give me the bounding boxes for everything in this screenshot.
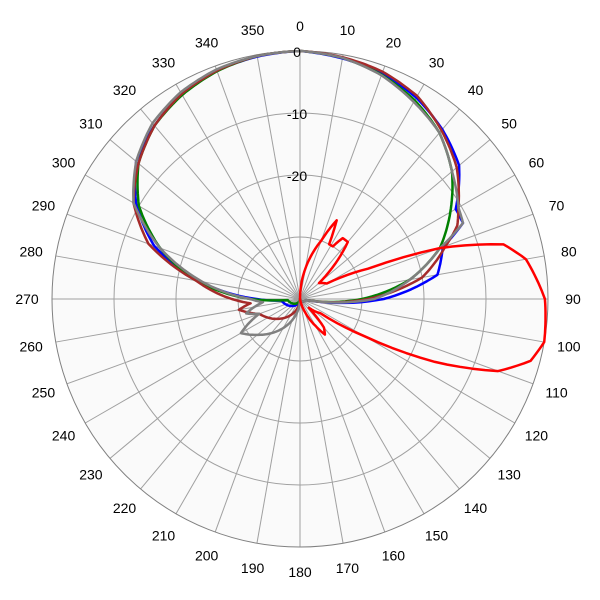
- angle-tick-label: 310: [79, 116, 103, 132]
- angle-tick-label: 90: [565, 291, 581, 307]
- angle-tick-label: 60: [529, 155, 545, 171]
- angle-tick-label: 10: [340, 22, 356, 38]
- angle-tick-label: 40: [468, 82, 484, 98]
- ring-label: -10: [287, 106, 307, 122]
- angle-tick-label: 340: [195, 34, 219, 50]
- angle-tick-label: 330: [152, 55, 176, 71]
- angle-tick-label: 50: [501, 116, 517, 132]
- angle-tick-label: 100: [557, 338, 581, 354]
- angle-tick-label: 150: [425, 527, 449, 543]
- angle-tick-label: 250: [32, 384, 56, 400]
- angle-tick-label: 20: [386, 34, 402, 50]
- angle-tick-label: 320: [113, 82, 137, 98]
- angle-tick-label: 240: [52, 428, 76, 444]
- labels: 0 -10 -20 0 10 20 30 40 50 60 70 80 90 100 110 120 130 14…: [15, 18, 581, 580]
- angle-tick-label: 30: [429, 55, 445, 71]
- angle-tick-label: 300: [52, 155, 76, 171]
- angle-tick-label: 210: [152, 527, 176, 543]
- ring-label: 0: [293, 44, 301, 60]
- angle-tick-label: 70: [549, 198, 565, 214]
- angle-tick-label: 190: [241, 560, 265, 576]
- grid-ring: [175, 174, 425, 424]
- angle-tick-label: 0: [296, 18, 304, 34]
- angle-tick-label: 180: [288, 564, 312, 580]
- angle-tick-label: 140: [464, 500, 488, 516]
- angle-tick-label: 130: [497, 466, 521, 482]
- grid-ring: [113, 112, 487, 486]
- angle-tick-label: 200: [195, 548, 219, 564]
- angle-tick-label: 160: [382, 548, 406, 564]
- angle-tick-label: 230: [79, 466, 103, 482]
- angle-tick-label: 220: [113, 500, 137, 516]
- angle-tick-label: 280: [19, 244, 43, 260]
- angle-tick-label: 270: [15, 291, 39, 307]
- angle-tick-label: 120: [525, 428, 549, 444]
- angle-tick-label: 350: [241, 22, 265, 38]
- angle-tick-label: 290: [32, 198, 56, 214]
- ring-label: -20: [287, 168, 307, 184]
- series-line: [298, 219, 547, 373]
- angle-tick-label: 110: [545, 384, 568, 400]
- angle-tick-label: 170: [336, 560, 360, 576]
- series-group: [132, 49, 547, 373]
- angle-tick-label: 260: [19, 338, 43, 354]
- angle-tick-label: 80: [561, 244, 577, 260]
